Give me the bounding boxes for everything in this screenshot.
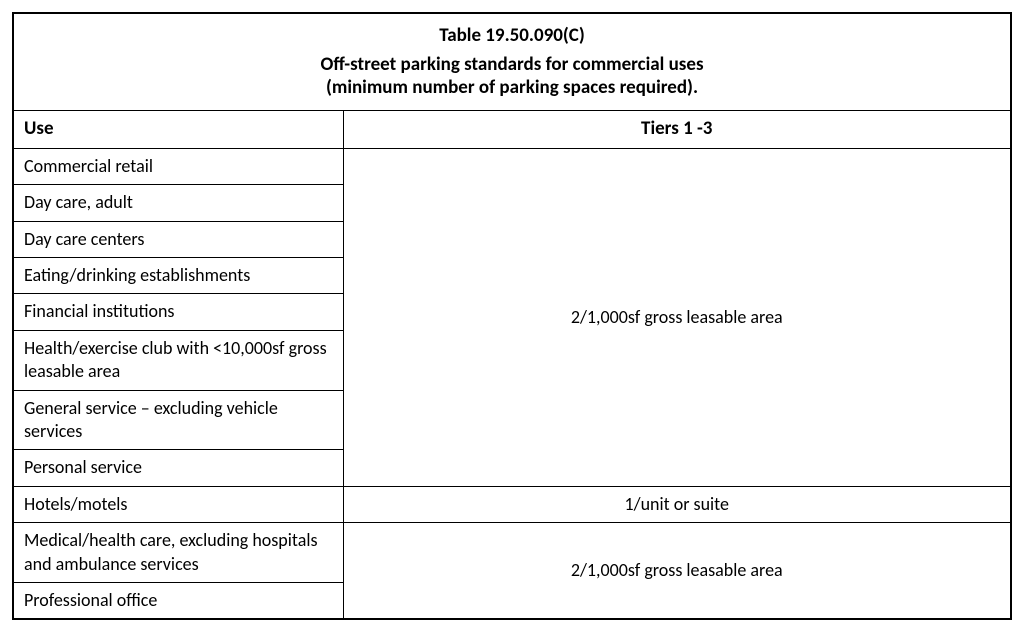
parking-standards-table: Table 19.50.090(C)Off-street parking sta… xyxy=(12,12,1012,620)
table-title: Table 19.50.090(C) xyxy=(13,13,1011,51)
table-subtitle-line1: Off-street parking standards for commerc… xyxy=(320,53,703,76)
table-body: Table 19.50.090(C)Off-street parking sta… xyxy=(13,13,1011,619)
use-cell: Hotels/motels xyxy=(13,486,343,522)
use-cell: Commercial retail xyxy=(13,148,343,184)
use-cell: Health/exercise club with <10,000sf gros… xyxy=(13,330,343,390)
use-cell: Financial institutions xyxy=(13,294,343,330)
table-subtitle: Off-street parking standards for commerc… xyxy=(13,51,1011,111)
table-subtitle-line2: (minimum number of parking spaces requir… xyxy=(326,76,698,99)
tiers-value-cell: 2/1,000sf gross leasable area xyxy=(343,148,1011,486)
parking-standards-table-wrap: Table 19.50.090(C)Off-street parking sta… xyxy=(12,12,1012,620)
use-cell: Medical/health care, excluding hospitals… xyxy=(13,523,343,583)
table-row: Hotels/motels1/unit or suite xyxy=(13,486,1011,522)
use-cell: Day care centers xyxy=(13,221,343,257)
tiers-value-cell: 1/unit or suite xyxy=(343,486,1011,522)
column-header-tiers: Tiers 1 -3 xyxy=(343,111,1011,149)
use-cell: Personal service xyxy=(13,450,343,486)
tiers-value-cell: 2/1,000sf gross leasable area xyxy=(343,523,1011,620)
column-header-use: Use xyxy=(13,111,343,149)
table-row: Medical/health care, excluding hospitals… xyxy=(13,523,1011,583)
table-row: Commercial retail2/1,000sf gross leasabl… xyxy=(13,148,1011,184)
use-cell: Professional office xyxy=(13,582,343,619)
use-cell: Day care, adult xyxy=(13,185,343,221)
use-cell: General service – excluding vehicle serv… xyxy=(13,390,343,450)
use-cell: Eating/drinking establishments xyxy=(13,258,343,294)
